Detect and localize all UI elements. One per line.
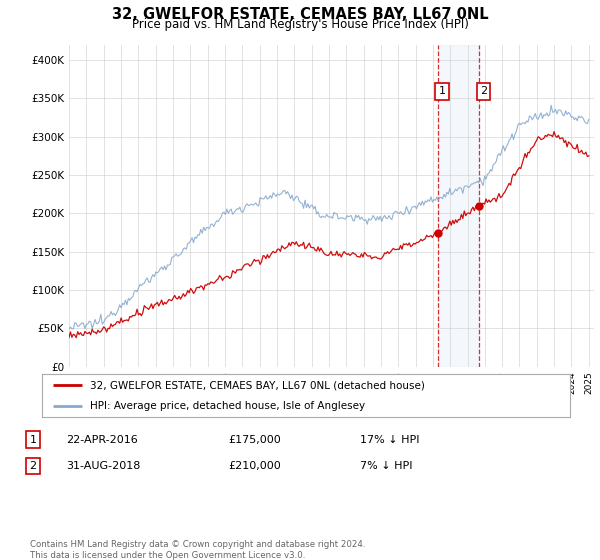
Text: 32, GWELFOR ESTATE, CEMAES BAY, LL67 0NL (detached house): 32, GWELFOR ESTATE, CEMAES BAY, LL67 0NL… (89, 380, 424, 390)
Text: 22-APR-2016: 22-APR-2016 (66, 435, 138, 445)
Text: 2: 2 (29, 461, 37, 471)
Text: Contains HM Land Registry data © Crown copyright and database right 2024.
This d: Contains HM Land Registry data © Crown c… (30, 540, 365, 560)
Bar (438, 45, 479, 367)
Text: Price paid vs. HM Land Registry's House Price Index (HPI): Price paid vs. HM Land Registry's House … (131, 18, 469, 31)
Text: 17% ↓ HPI: 17% ↓ HPI (360, 435, 419, 445)
Text: HPI: Average price, detached house, Isle of Anglesey: HPI: Average price, detached house, Isle… (89, 402, 365, 411)
Text: £175,000: £175,000 (228, 435, 281, 445)
Text: 1: 1 (439, 86, 446, 96)
Text: 7% ↓ HPI: 7% ↓ HPI (360, 461, 413, 471)
Text: 31-AUG-2018: 31-AUG-2018 (66, 461, 140, 471)
Text: 2: 2 (480, 86, 487, 96)
Text: 1: 1 (29, 435, 37, 445)
Text: £210,000: £210,000 (228, 461, 281, 471)
Text: 32, GWELFOR ESTATE, CEMAES BAY, LL67 0NL: 32, GWELFOR ESTATE, CEMAES BAY, LL67 0NL (112, 7, 488, 22)
